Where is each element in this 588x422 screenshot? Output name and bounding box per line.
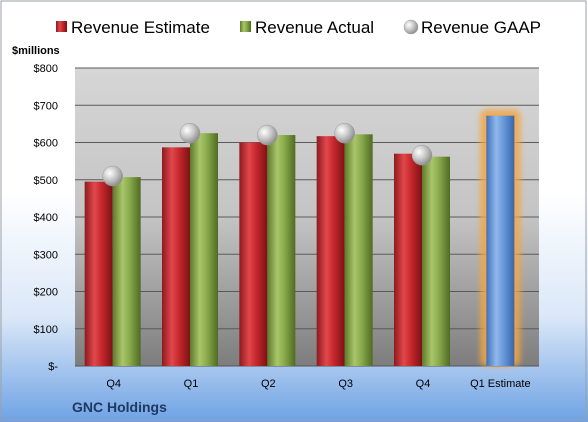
gaap-marker — [102, 165, 123, 187]
bar-estimate — [84, 181, 113, 366]
gridlines — [75, 67, 539, 367]
company-name: GNC Holdings — [72, 399, 167, 415]
bar-actual — [190, 133, 218, 366]
gaap-markers — [102, 122, 433, 187]
bar-estimate — [162, 147, 190, 366]
bar-estimate — [239, 142, 268, 366]
x-axis-ticks: Q4 Q1 Q2 Q3 Q4 Q1 Estimate — [106, 378, 530, 390]
legend: Revenue Estimate Revenue Actual Revenue GA… — [56, 18, 541, 37]
legend-label: Revenue Actual — [255, 18, 374, 37]
legend-swatch — [56, 21, 67, 32]
x-tick-label: Q1 — [184, 378, 199, 390]
x-tick-label: Q2 — [261, 378, 276, 390]
x-tick-label: Q3 — [338, 378, 353, 390]
bar-forecast — [486, 115, 515, 367]
bars — [84, 109, 521, 367]
y-tick-label: $100 — [34, 324, 58, 336]
bar-estimate — [316, 136, 345, 366]
y-tick-label: $700 — [34, 100, 58, 112]
gaap-marker — [411, 144, 433, 166]
y-tick-label: $300 — [34, 249, 58, 261]
gaap-marker — [257, 124, 278, 146]
y-tick-label: $400 — [34, 212, 58, 224]
y-tick-label: $800 — [34, 63, 58, 75]
y-axis-ticks: $- $100 $200 $300 $400 $500 $600 $700 $800 — [34, 63, 59, 373]
bar-actual — [267, 135, 296, 366]
bar-estimate — [394, 153, 422, 366]
bar-actual — [112, 177, 141, 366]
x-tick-label: Q4 — [416, 378, 431, 390]
x-tick-label: Q4 — [106, 378, 121, 390]
gaap-marker — [334, 122, 355, 144]
y-tick-label: $500 — [34, 175, 58, 187]
y-axis-unit-label: $millions — [12, 45, 60, 57]
bar-actual — [344, 134, 373, 366]
y-tick-label: $600 — [34, 138, 58, 150]
legend-swatch — [240, 21, 251, 32]
legend-swatch — [403, 19, 419, 35]
legend-label: Revenue Estimate — [71, 18, 210, 37]
legend-label: Revenue GAAP — [421, 18, 541, 37]
bar-actual — [422, 156, 450, 366]
gaap-marker — [179, 122, 201, 144]
y-tick-label: $- — [48, 361, 58, 373]
x-tick-label: Q1 Estimate — [470, 378, 531, 390]
y-tick-label: $200 — [34, 287, 58, 299]
